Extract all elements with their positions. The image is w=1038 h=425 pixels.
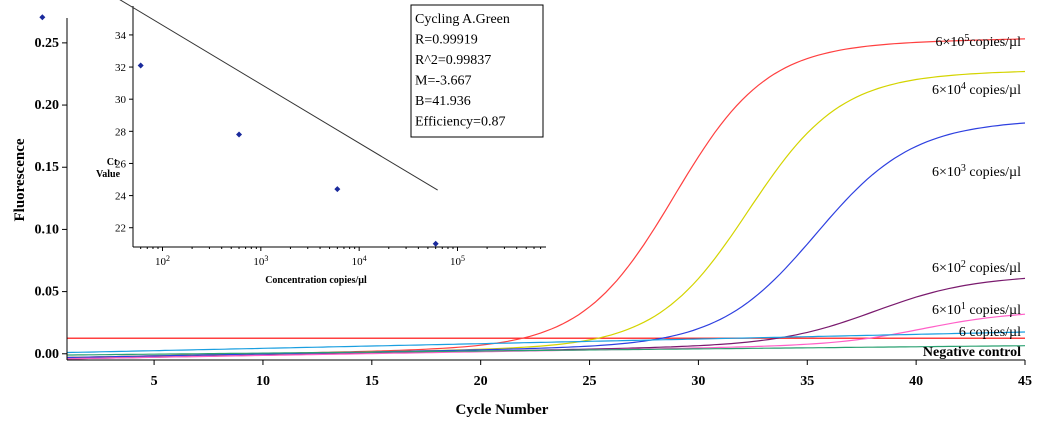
- main-x-tick-label: 25: [583, 374, 597, 389]
- amplification-curve: [66, 331, 1026, 354]
- main-x-tick-label: 30: [691, 374, 705, 389]
- main-y-tick-label: 0.00: [35, 347, 60, 362]
- curve-label: 6×104 copies/µl: [932, 81, 1021, 99]
- inset-regression-line: [119, 0, 438, 191]
- inset-y-tick-label: 22: [115, 223, 126, 235]
- inset-x-title: Concentration copies/µl: [265, 275, 367, 286]
- inset-plot: 22 24 26 28 30 32 34 102 103 104 105: [39, 0, 546, 268]
- curve-label: 6×105copies/µl: [935, 33, 1021, 51]
- inset-x-tick-label: 105: [450, 254, 465, 269]
- curve-label: 6 copies/µl: [959, 325, 1021, 340]
- inset-y-tick-label: 34: [115, 30, 127, 42]
- inset-y-tick-label: 26: [115, 158, 127, 170]
- curve-label: 6×101 copies/µl: [932, 301, 1021, 319]
- main-x-tick-label: 10: [256, 374, 270, 389]
- stats-line: R^2=0.99837: [415, 53, 491, 68]
- main-curves: [66, 38, 1026, 360]
- stats-line: Cycling A.Green: [415, 12, 510, 27]
- inset-y-title-line2: Value: [96, 169, 121, 180]
- stats-line: R=0.99919: [415, 33, 478, 48]
- curve-label: Negative control: [923, 345, 1021, 360]
- stats-box-border: [410, 4, 544, 138]
- inset-data-point: [39, 14, 46, 21]
- main-x-tick-label: 40: [909, 374, 923, 389]
- inset-data-point: [137, 62, 144, 69]
- stats-line: M=-3.667: [415, 74, 472, 89]
- x-axis-title: Cycle Number: [456, 402, 549, 418]
- main-y-tick-label: 0.25: [35, 36, 60, 51]
- inset-y-tick-label: 24: [115, 191, 127, 203]
- main-x-tick-label: 15: [365, 374, 379, 389]
- inset-data-point: [334, 186, 341, 193]
- inset-x-tick-label: 104: [352, 254, 367, 269]
- stats-line: B=41.936: [415, 94, 471, 109]
- amplification-curve: [67, 345, 1026, 356]
- main-y-tick-label: 0.15: [35, 160, 60, 175]
- y-axis-title: Fluorescence: [12, 138, 28, 221]
- stats-line: Efficiency=0.87: [415, 115, 505, 130]
- main-x-tick-label: 45: [1018, 374, 1032, 389]
- main-x-tick-label: 5: [151, 374, 158, 389]
- inset-data-point: [432, 240, 439, 247]
- main-x-tick-label: 20: [474, 374, 488, 389]
- inset-x-tick-label: 102: [155, 254, 170, 269]
- main-axes: 0.00 0.05 0.10 0.15 0.20 0.25 5 10 15 20 25 30 35 40 4…: [35, 18, 1032, 389]
- regression-stats-box: Cycling A.Green R=0.99919 R^2=0.99837 M=-3.…: [410, 4, 544, 138]
- inset-y-tick-label: 30: [115, 94, 127, 106]
- curve-labels: 6×105copies/µl 6×104 copies/µl 6×103 copie…: [923, 33, 1021, 361]
- main-y-tick-label: 0.10: [35, 222, 60, 237]
- amplification-curve: [66, 313, 1026, 360]
- inset-data-point: [236, 131, 243, 138]
- main-y-tick-label: 0.20: [35, 98, 60, 113]
- inset-x-tick-label: 103: [253, 254, 268, 269]
- curve-label: 6×102 copies/µl: [932, 259, 1021, 277]
- main-x-tick-label: 35: [800, 374, 814, 389]
- inset-y-tick-label: 32: [115, 62, 126, 74]
- main-y-tick-label: 0.05: [35, 285, 60, 300]
- inset-y-title-line1: Ct: [107, 157, 118, 168]
- amplification-curve: [66, 122, 1026, 359]
- curve-label: 6×103 copies/µl: [932, 163, 1021, 181]
- inset-y-tick-label: 28: [115, 126, 127, 138]
